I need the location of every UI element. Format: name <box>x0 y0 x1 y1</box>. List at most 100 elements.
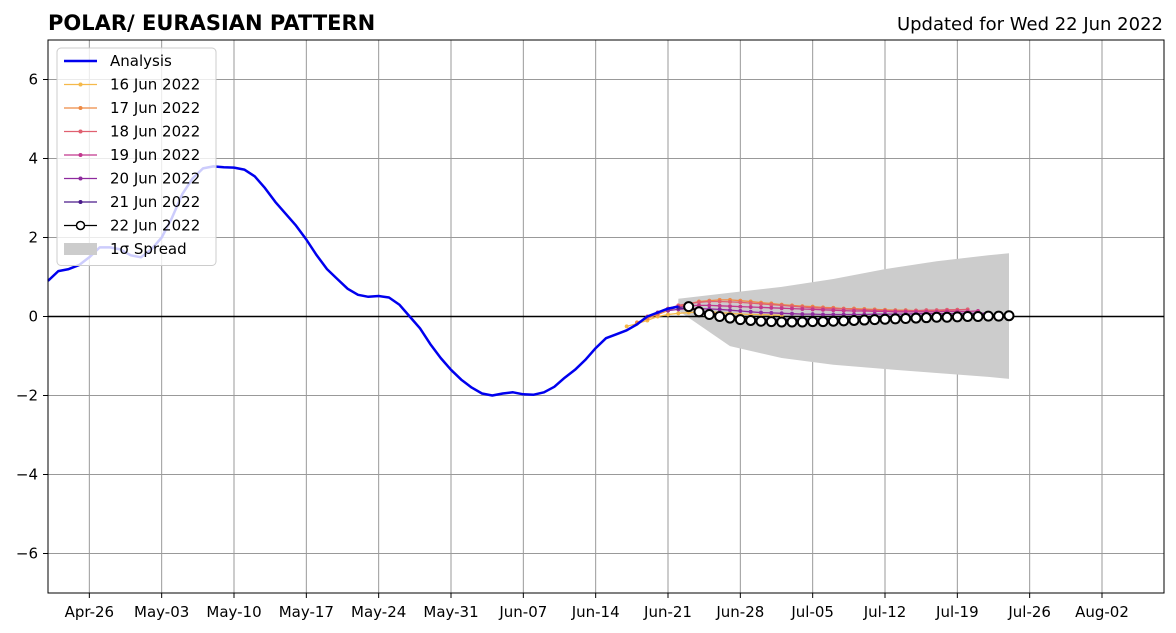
y-tick-label: −4 <box>16 466 38 484</box>
series-point <box>755 315 767 327</box>
legend-label: 21 Jun 2022 <box>110 193 200 211</box>
legend: Analysis 16 Jun 2022 17 Jun 2022 18 Jun 202… <box>56 47 217 266</box>
series-point <box>738 308 743 314</box>
series-point <box>993 310 1005 322</box>
series-point <box>817 316 829 328</box>
legend-label: 1σ Spread <box>110 240 187 258</box>
y-tick-label: −2 <box>16 387 38 405</box>
series-point <box>831 308 836 313</box>
series-point <box>717 307 722 312</box>
series-point <box>745 314 757 326</box>
series-point <box>972 311 984 322</box>
series-point <box>727 304 733 309</box>
x-tick-label: May-24 <box>351 603 406 621</box>
series-point <box>707 303 712 308</box>
series-point <box>820 312 826 317</box>
x-tick-label: Aug-02 <box>1075 603 1129 621</box>
series-point <box>1003 310 1015 322</box>
series-point <box>951 311 963 323</box>
series-point <box>769 310 774 315</box>
series-point <box>800 306 805 312</box>
legend-label: 22 Jun 2022 <box>110 217 200 235</box>
series-point <box>758 301 764 306</box>
legend-label: 18 Jun 2022 <box>110 123 200 141</box>
series-point <box>717 303 722 308</box>
series-point <box>841 308 846 313</box>
series-point <box>810 312 815 317</box>
series-point <box>738 304 743 309</box>
x-tick-label: Jul-12 <box>863 603 907 621</box>
y-tick-label: 0 <box>28 308 38 326</box>
legend-box <box>56 47 217 266</box>
series-point <box>789 311 795 316</box>
series-point <box>827 315 839 327</box>
series-point <box>889 313 901 325</box>
legend-marker <box>78 129 83 134</box>
series-point <box>727 308 733 313</box>
series-point <box>982 310 994 322</box>
legend-marker <box>78 106 83 110</box>
series-point <box>738 300 743 305</box>
series-point <box>779 306 784 311</box>
series-point <box>748 301 753 306</box>
series-point <box>665 312 671 317</box>
legend-marker <box>78 200 83 204</box>
y-tick-label: 6 <box>28 71 38 89</box>
legend-marker <box>78 82 83 87</box>
series-point <box>758 305 764 310</box>
legend-label: 16 Jun 2022 <box>110 76 200 94</box>
y-tick-label: 2 <box>28 229 38 247</box>
series-point <box>910 312 922 324</box>
x-tick-label: Jun-21 <box>643 603 692 621</box>
y-tick-label: −6 <box>16 545 38 563</box>
series-point <box>807 316 819 328</box>
x-tick-label: May-17 <box>279 603 334 621</box>
series-point <box>858 314 870 326</box>
x-tick-label: May-10 <box>206 603 261 621</box>
x-tick-label: May-03 <box>134 603 189 621</box>
legend-marker <box>75 220 86 231</box>
x-tick-label: Jul-26 <box>1007 603 1051 621</box>
series-point <box>727 299 733 304</box>
x-tick-label: Jul-05 <box>790 603 834 621</box>
series-point <box>848 314 860 326</box>
series-point <box>810 307 815 312</box>
series-point <box>869 314 881 326</box>
series-point <box>693 306 705 318</box>
series-point <box>624 324 629 329</box>
series-point <box>734 314 746 326</box>
series-point <box>800 312 805 317</box>
x-tick-label: Jun-28 <box>715 603 764 621</box>
legend-swatch <box>64 243 97 255</box>
series-point <box>707 299 712 304</box>
series-point <box>820 307 826 312</box>
series-point <box>962 311 974 322</box>
series-point <box>714 311 726 322</box>
legend-label: 17 Jun 2022 <box>110 99 200 117</box>
legend-label: Analysis <box>110 52 172 70</box>
x-tick-label: Apr-26 <box>65 603 115 621</box>
series-point <box>769 305 774 310</box>
series-point <box>900 312 912 324</box>
legend-label: 20 Jun 2022 <box>110 170 200 188</box>
series-point <box>879 313 891 325</box>
series-point <box>717 299 722 304</box>
series-point <box>748 304 753 310</box>
legend-marker <box>78 153 83 157</box>
series-point <box>765 316 777 328</box>
series-point <box>941 311 953 323</box>
chart-title: POLAR/ EURASIAN PATTERN <box>48 11 375 35</box>
series-point <box>838 315 850 327</box>
series-point <box>789 306 795 311</box>
legend-marker <box>78 176 83 181</box>
series-point <box>724 312 736 324</box>
series-6 <box>683 301 1015 328</box>
legend-label: 19 Jun 2022 <box>110 146 200 164</box>
series-point <box>683 301 695 313</box>
x-tick-label: Jul-19 <box>935 603 979 621</box>
chart-subtitle: Updated for Wed 22 Jun 2022 <box>897 14 1163 35</box>
series-point <box>786 316 798 328</box>
x-tick-label: May-31 <box>423 603 478 621</box>
x-tick-label: Jun-14 <box>571 603 620 621</box>
series-point <box>676 311 681 316</box>
